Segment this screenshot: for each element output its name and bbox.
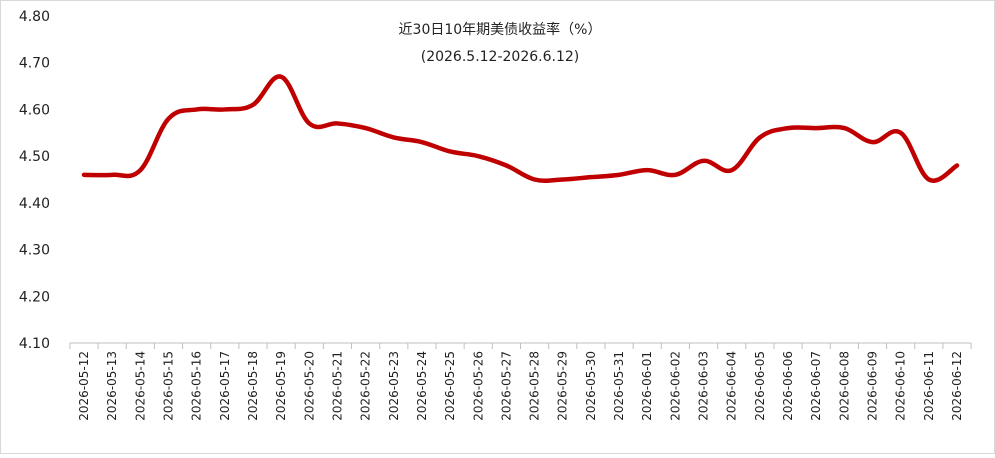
x-tick-label: 2026-06-05 [753, 351, 767, 421]
x-tick-label: 2026-05-12 [77, 351, 91, 421]
x-tick-label: 2026-06-12 [950, 351, 964, 421]
y-tick-label: 4.40 [19, 196, 50, 212]
x-tick-label: 2026-06-04 [725, 351, 739, 421]
x-tick-label: 2026-05-14 [133, 351, 147, 421]
y-tick-label: 4.60 [19, 102, 50, 118]
x-tick-label: 2026-05-17 [218, 351, 232, 421]
x-tick-label: 2026-05-31 [612, 351, 626, 421]
x-tick-label: 2026-05-27 [499, 351, 513, 421]
x-tick-label: 2026-06-07 [809, 351, 823, 421]
x-tick-label: 2026-05-20 [302, 351, 316, 421]
y-tick-label: 4.80 [19, 9, 50, 25]
x-tick-label: 2026-06-02 [668, 351, 682, 421]
y-tick-label: 4.10 [19, 336, 50, 352]
x-tick-label: 2026-05-25 [443, 351, 457, 421]
x-tick-label: 2026-06-10 [894, 351, 908, 421]
x-tick-label: 2026-06-08 [837, 351, 851, 421]
x-tick-label: 2026-05-29 [556, 351, 570, 421]
x-tick-label: 2026-06-01 [640, 351, 654, 421]
chart-subtitle: (2026.5.12-2026.6.12) [421, 49, 579, 65]
x-tick-label: 2026-05-19 [274, 351, 288, 421]
series-layer [81, 74, 960, 183]
y-tick-label: 4.70 [19, 56, 50, 72]
y-axis-ticks: 4.10 4.20 4.30 4.40 4.50 4.60 4.70 4.80 [19, 9, 50, 352]
x-tick-label: 2026-05-16 [190, 351, 204, 421]
x-tick-label: 2026-06-09 [866, 351, 880, 421]
x-tick-label: 2026-06-03 [697, 351, 711, 421]
y-tick-label: 4.30 [19, 243, 50, 259]
x-tick-label: 2026-06-11 [922, 351, 936, 421]
x-tick-label: 2026-05-22 [359, 351, 373, 421]
x-tick-label: 2026-06-06 [781, 351, 795, 421]
x-tick-label: 2026-05-28 [528, 351, 542, 421]
y-tick-label: 4.20 [19, 289, 50, 305]
x-tick-label: 2026-05-21 [330, 351, 344, 421]
x-tick-label: 2026-05-30 [584, 351, 598, 421]
y-tick-label: 4.50 [19, 149, 50, 165]
x-tick-label: 2026-05-24 [415, 351, 429, 421]
x-tick-label: 2026-05-13 [105, 351, 119, 421]
x-tick-label: 2026-05-23 [387, 351, 401, 421]
x-tick-label: 2026-05-15 [161, 351, 175, 421]
x-tick-label: 2026-05-18 [246, 351, 260, 421]
series-line [81, 74, 960, 183]
x-tick-label: 2026-05-26 [471, 351, 485, 421]
x-axis-ticks: 2026-05-12 2026-05-13 2026-05-14 2026-05-15… [69, 343, 972, 421]
chart-title: 近30日10年期美债收益率（%） [399, 21, 602, 38]
